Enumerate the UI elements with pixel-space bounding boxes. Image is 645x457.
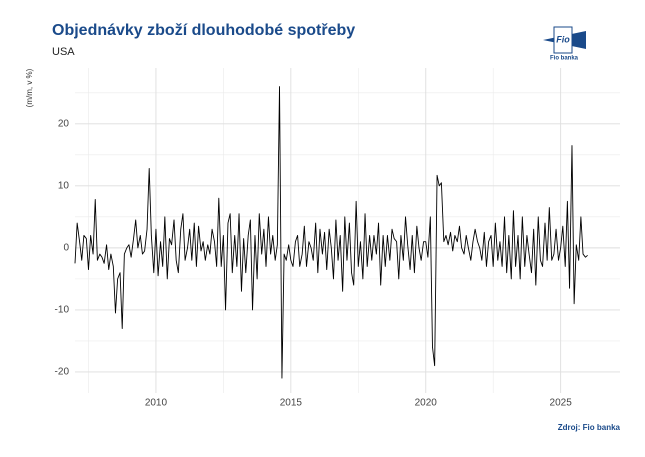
- chart-subtitle: USA: [52, 46, 75, 58]
- y-tick-label: -20: [55, 367, 70, 378]
- chart-title: Objednávky zboží dlouhodobé spotřeby: [52, 22, 355, 39]
- logo-box: [553, 26, 573, 54]
- y-tick-label: 20: [58, 118, 70, 129]
- y-tick-label: -10: [55, 305, 70, 316]
- x-tick-label: 2020: [415, 398, 438, 409]
- logo: Fio: [543, 26, 586, 54]
- x-tick-label: 2025: [550, 398, 573, 409]
- y-tick-label: 0: [63, 243, 69, 254]
- y-axis-label: (m/m, v %): [25, 68, 34, 107]
- source: Zdroj: Fio banka: [558, 423, 621, 432]
- y-tick-label: 10: [58, 180, 70, 191]
- logo-mark: Fio: [556, 34, 570, 44]
- logo-text: Fio banka: [550, 56, 579, 62]
- data-line: [74, 86, 588, 379]
- x-tick-label: 2015: [280, 398, 303, 409]
- x-tick-label: 2010: [145, 398, 168, 409]
